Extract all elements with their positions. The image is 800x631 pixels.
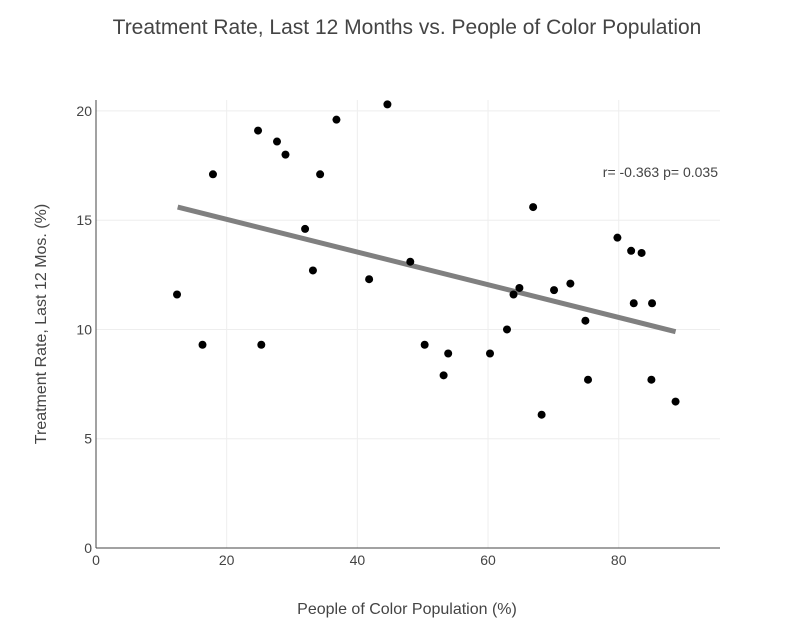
- correlation-annotation: r= -0.363 p= 0.035: [603, 164, 718, 180]
- x-tick-label: 60: [480, 552, 496, 568]
- scatter-point: [420, 340, 429, 349]
- scatter-point: [173, 290, 182, 299]
- scatter-point: [365, 275, 374, 284]
- y-axis-title: Treatment Rate, Last 12 Mos. (%): [33, 204, 50, 444]
- scatter-point: [613, 233, 622, 242]
- chart-title: Treatment Rate, Last 12 Months vs. Peopl…: [113, 16, 702, 39]
- x-tick-label: 20: [219, 552, 235, 568]
- scatter-point: [198, 340, 207, 349]
- scatter-point: [515, 283, 524, 292]
- scatter-point: [637, 248, 646, 257]
- scatter-point: [627, 246, 636, 255]
- scatter-point: [529, 203, 538, 212]
- y-tick-label: 10: [76, 321, 92, 337]
- grid-layer: [96, 100, 720, 548]
- scatter-point: [647, 375, 656, 384]
- scatter-point: [439, 371, 448, 380]
- scatter-point: [648, 299, 657, 308]
- scatter-point: [308, 266, 317, 275]
- scatter-point: [509, 290, 518, 299]
- scatter-point: [272, 137, 281, 146]
- scatter-point: [208, 170, 217, 179]
- x-axis-title: People of Color Population (%): [297, 601, 517, 618]
- trend-line: [177, 204, 677, 335]
- scatter-point: [301, 224, 310, 233]
- axes-layer: [95, 100, 720, 549]
- scatter-point: [581, 316, 590, 325]
- scatter-point: [406, 257, 415, 266]
- scatter-point: [254, 126, 263, 135]
- points-layer: [173, 100, 680, 419]
- y-tick-label: 20: [76, 103, 92, 119]
- scatter-point: [584, 375, 593, 384]
- y-tick-label: 5: [84, 431, 92, 447]
- scatter-point: [281, 150, 290, 159]
- scatter-point: [671, 397, 680, 406]
- scatter-point: [537, 410, 546, 419]
- y-tick-label: 15: [76, 212, 92, 228]
- x-tick-label: 40: [350, 552, 366, 568]
- scatter-point: [444, 349, 453, 358]
- scatter-point: [486, 349, 495, 358]
- scatter-point: [332, 115, 341, 124]
- scatter-point: [383, 100, 392, 109]
- scatter-point: [502, 325, 511, 334]
- scatter-point: [316, 170, 325, 179]
- scatter-point: [257, 340, 266, 349]
- scatter-point: [566, 279, 575, 288]
- trendline-layer: [177, 204, 677, 335]
- ticks-layer: 0 20 40 60 80 0 5 10 15 20: [76, 103, 626, 568]
- x-tick-label: 80: [611, 552, 627, 568]
- x-tick-label: 0: [92, 552, 100, 568]
- scatter-point: [629, 299, 638, 308]
- y-tick-label: 0: [84, 540, 92, 556]
- scatter-point: [550, 286, 559, 295]
